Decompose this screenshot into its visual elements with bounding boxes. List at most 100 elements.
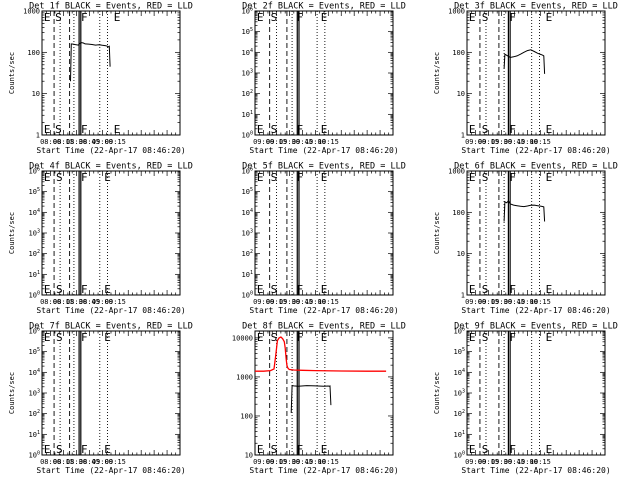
event-mark: F xyxy=(297,123,304,136)
event-mark: E xyxy=(546,283,553,296)
chart-title: Det 7f BLACK = Events, RED = LLD xyxy=(29,322,193,332)
event-mark-top: S xyxy=(55,11,62,24)
x-tick-label: 09:30 xyxy=(491,458,512,466)
event-mark: E xyxy=(44,443,51,456)
x-tick-label: 09:00 xyxy=(465,458,486,466)
y-tick-label: 102 xyxy=(29,409,40,418)
chart-panel-3: Det 3f BLACK = Events, RED = LLD 1 10 100 10… xyxy=(433,2,618,156)
y-tick-label: 106 xyxy=(29,167,40,176)
chart-title: Det 5f BLACK = Events, RED = LLD xyxy=(242,162,406,172)
x-axis-label: Start Time (22-Apr-17 08:46:20) xyxy=(461,306,610,315)
event-mark-top: E xyxy=(469,171,476,184)
y-tick-label: 105 xyxy=(454,347,465,356)
plot-frame xyxy=(41,170,181,296)
x-tick-label: 09:15 xyxy=(478,298,499,306)
y-tick-label: 100 xyxy=(242,291,253,300)
event-mark: F xyxy=(509,443,516,456)
chart-title: Det 9f BLACK = Events, RED = LLD xyxy=(454,322,618,332)
event-mark-top: E xyxy=(257,11,264,24)
x-tick-label: 08:45 xyxy=(79,298,100,306)
event-mark-top: E xyxy=(44,171,51,184)
y-tick-label: 103 xyxy=(454,389,465,398)
y-axis-label: Counts/sec xyxy=(8,52,16,94)
event-mark: S xyxy=(56,443,63,456)
event-mark-top: E xyxy=(321,331,328,344)
x-tick-label: 10:00 xyxy=(305,138,326,146)
y-tick-label: 104 xyxy=(454,368,465,377)
event-mark: F xyxy=(81,123,88,136)
event-mark-top: E xyxy=(546,11,553,24)
x-axis-label: Start Time (22-Apr-17 08:46:20) xyxy=(461,146,610,155)
event-mark: E xyxy=(546,443,553,456)
x-tick-label: 09:15 xyxy=(478,138,499,146)
y-tick-label: 1000 xyxy=(236,373,253,381)
event-mark: E xyxy=(44,123,51,136)
plot-frame xyxy=(254,170,394,296)
event-mark-top: F xyxy=(509,171,516,184)
y-tick-label: 100 xyxy=(454,451,465,460)
event-mark-top: E xyxy=(321,171,328,184)
plot-frame xyxy=(254,330,394,456)
event-mark: S xyxy=(271,283,278,296)
x-tick-label: 08:45 xyxy=(79,138,100,146)
event-mark: F xyxy=(81,443,88,456)
x-tick-label: 09:00 xyxy=(465,138,486,146)
y-tick-label: 102 xyxy=(242,249,253,258)
plot-frame xyxy=(254,10,394,136)
y-tick-label: 103 xyxy=(29,229,40,238)
x-tick-label: 10:15 xyxy=(318,298,339,306)
x-tick-label: 08:15 xyxy=(53,298,74,306)
y-tick-label: 10 xyxy=(245,452,253,460)
event-mark-top: E xyxy=(546,171,553,184)
y-axis-label: Counts/sec xyxy=(8,372,16,414)
y-tick-label: 101 xyxy=(29,430,40,439)
event-mark: E xyxy=(104,283,111,296)
x-tick-label: 10:00 xyxy=(305,458,326,466)
event-mark-top: E xyxy=(114,11,121,24)
y-tick-label: 10 xyxy=(32,90,40,98)
y-tick-label: 106 xyxy=(454,327,465,336)
chart-panel-9: Det 9f BLACK = Events, RED = LLD 100 101 10… xyxy=(433,322,618,476)
event-mark-top: E xyxy=(44,331,51,344)
y-tick-label: 100 xyxy=(29,291,40,300)
x-axis-label: Start Time (22-Apr-17 08:46:20) xyxy=(36,466,185,475)
x-tick-label: 08:00 xyxy=(40,458,61,466)
event-mark-top: E xyxy=(546,331,553,344)
x-tick-label: 09:00 xyxy=(465,298,486,306)
x-tick-label: 09:00 xyxy=(253,298,274,306)
x-tick-label: 09:15 xyxy=(266,298,287,306)
event-mark: F xyxy=(509,283,516,296)
x-tick-label: 09:00 xyxy=(92,458,113,466)
event-mark-top: S xyxy=(482,331,489,344)
event-mark: F xyxy=(81,283,88,296)
x-tick-label: 10:00 xyxy=(517,138,538,146)
x-axis-label: Start Time (22-Apr-17 08:46:20) xyxy=(249,306,398,315)
event-mark: S xyxy=(271,443,278,456)
event-mark: E xyxy=(546,123,553,136)
event-mark: E xyxy=(321,123,328,136)
x-tick-label: 08:15 xyxy=(53,458,74,466)
event-mark-top: F xyxy=(81,11,88,24)
chart-panel-2: Det 2f BLACK = Events, RED = LLD 100 101 10… xyxy=(242,2,406,156)
y-tick-label: 100 xyxy=(452,49,465,57)
x-tick-label: 08:30 xyxy=(66,298,87,306)
event-mark-top: E xyxy=(44,11,51,24)
event-mark: F xyxy=(509,123,516,136)
plot-frame xyxy=(466,10,606,136)
event-mark-top: S xyxy=(271,171,278,184)
x-tick-label: 10:00 xyxy=(517,298,538,306)
x-tick-label: 09:45 xyxy=(292,138,313,146)
y-tick-label: 104 xyxy=(29,368,40,377)
chart-title: Det 1f BLACK = Events, RED = LLD xyxy=(29,2,193,12)
x-tick-label: 09:30 xyxy=(491,298,512,306)
y-tick-label: 103 xyxy=(242,229,253,238)
x-tick-label: 10:00 xyxy=(517,458,538,466)
event-mark: E xyxy=(469,443,476,456)
event-mark-top: S xyxy=(56,171,63,184)
y-tick-label: 10 xyxy=(457,250,465,258)
x-tick-label: 09:00 xyxy=(253,458,274,466)
x-tick-label: 09:45 xyxy=(504,458,525,466)
x-tick-label: 10:00 xyxy=(305,298,326,306)
event-mark: E xyxy=(257,123,264,136)
x-tick-label: 10:15 xyxy=(530,138,551,146)
